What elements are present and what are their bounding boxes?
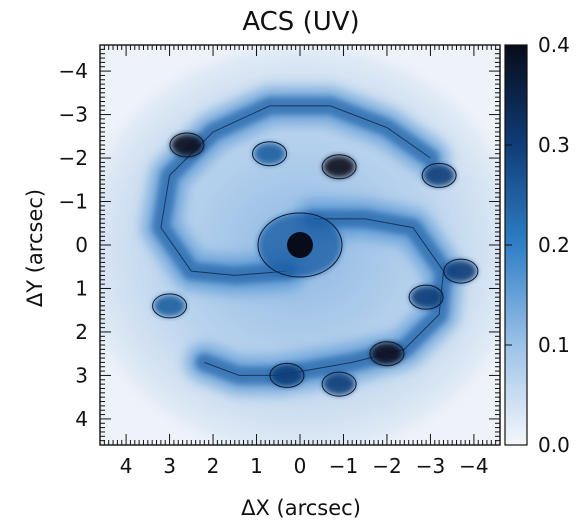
bright-region xyxy=(323,155,356,178)
bright-region-contour xyxy=(269,362,305,388)
y-tick-label: −4 xyxy=(59,59,88,83)
bright-regions xyxy=(152,132,479,397)
bright-region xyxy=(170,134,203,156)
bright-region-contour xyxy=(252,141,288,167)
bright-region-contour xyxy=(169,132,205,158)
bright-region xyxy=(370,342,403,365)
x-tick-label: 3 xyxy=(163,454,176,478)
y-tick-label: 0 xyxy=(75,233,88,257)
y-axis-label: ΔY (arcsec) xyxy=(23,189,47,307)
x-tick-label: 4 xyxy=(120,454,133,478)
heatmap-image xyxy=(100,45,500,445)
bright-region-contour xyxy=(152,293,188,319)
y-tick-label: 2 xyxy=(75,320,88,344)
x-tick-label: −2 xyxy=(372,454,401,478)
colorbar-tick-label: 0.3 xyxy=(538,133,570,157)
bright-region-contour xyxy=(369,341,405,367)
bright-region xyxy=(253,142,286,165)
y-tick-label: 3 xyxy=(75,363,88,387)
bright-region xyxy=(270,364,303,387)
bright-region xyxy=(323,373,356,396)
bright-region xyxy=(410,286,443,309)
x-tick-label: −4 xyxy=(459,454,488,478)
bright-region xyxy=(444,260,477,283)
nucleus xyxy=(257,212,343,278)
colorbar-tick-label: 0.4 xyxy=(538,33,570,57)
chart-title: ACS (UV) xyxy=(242,7,359,37)
bright-region-contour xyxy=(421,162,457,188)
bright-region-contour xyxy=(321,371,357,397)
x-tick-label: −3 xyxy=(416,454,445,478)
bright-region-contour xyxy=(321,154,357,180)
spiral-arm-contour xyxy=(204,218,445,376)
colorbar-tick-label: 0.2 xyxy=(538,233,570,257)
nucleus-contour xyxy=(257,212,343,278)
bright-region-contour xyxy=(408,284,444,310)
y-tick-label: 4 xyxy=(75,407,88,431)
bright-region xyxy=(153,294,186,317)
x-tick-label: 2 xyxy=(207,454,220,478)
y-tick-label: −1 xyxy=(59,190,88,214)
x-tick-label: 0 xyxy=(294,454,307,478)
x-axis-ticks: 4 3 2 1 0 −1 −2 −3 −4 xyxy=(103,45,497,478)
y-tick-label: −2 xyxy=(59,146,88,170)
colorbar-ticks: 0.0 0.1 0.2 0.3 0.4 xyxy=(505,33,570,457)
colorbar-tick-label: 0.0 xyxy=(538,433,570,457)
bright-region xyxy=(423,164,456,187)
y-axis-ticks: −4 −3 −2 −1 0 1 2 3 4 xyxy=(59,48,500,442)
nucleus-core xyxy=(287,232,313,258)
x-tick-label: −1 xyxy=(329,454,358,478)
x-tick-label: 1 xyxy=(250,454,263,478)
x-axis-label: ΔX (arcsec) xyxy=(241,496,361,520)
bright-region-contour xyxy=(443,258,479,284)
y-tick-label: −3 xyxy=(59,103,88,127)
colorbar-tick-label: 0.1 xyxy=(538,333,570,357)
y-tick-label: 1 xyxy=(75,276,88,300)
